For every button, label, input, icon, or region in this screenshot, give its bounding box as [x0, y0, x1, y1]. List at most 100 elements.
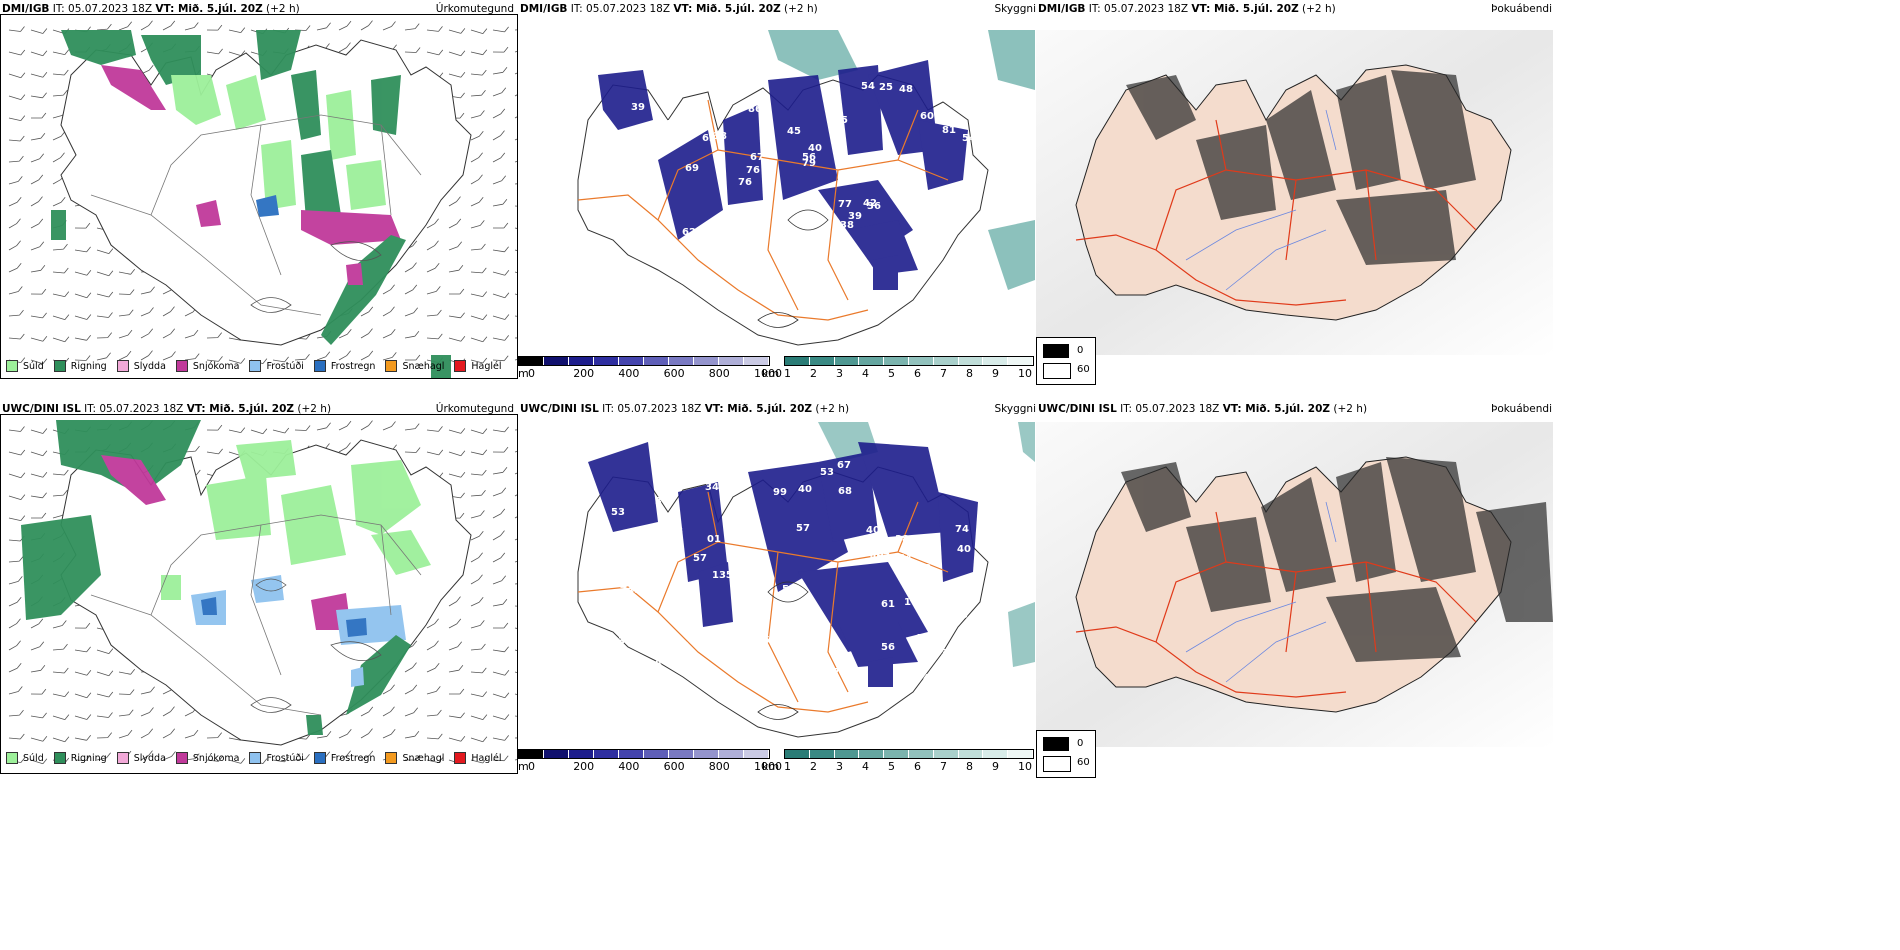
colorbar-step — [544, 357, 569, 365]
wind-barb — [30, 218, 44, 229]
wind-barb — [492, 26, 509, 33]
cloud-base-label: 67 — [837, 460, 851, 471]
precip-map — [0, 14, 518, 379]
fog-legend-value: 0 — [1077, 738, 1084, 749]
panel-type-label: Úrkomutegund — [435, 3, 514, 15]
wind-barb — [382, 352, 397, 361]
wind-barb — [404, 47, 421, 53]
cloud-base-label: 41 — [620, 581, 634, 592]
precip-map-svg — [8, 20, 517, 378]
cloud-base-label: 48 — [899, 84, 913, 95]
wind-barb — [30, 196, 43, 207]
colorbar-step — [669, 357, 694, 365]
cloud-base-label: 46 — [931, 248, 945, 259]
wind-barb — [52, 197, 66, 207]
wind-barb — [426, 286, 441, 295]
wind-barb — [228, 358, 246, 364]
wind-barb — [493, 622, 509, 629]
wind-barb — [118, 289, 135, 295]
panel-title: UWC/DINI ISL IT: 05.07.2023 18Z VT: Mið.… — [520, 403, 850, 415]
wind-barb — [360, 20, 373, 31]
precip-map-svg — [8, 420, 517, 765]
wind-barb — [31, 112, 47, 119]
cloud-base-label: 69 — [685, 163, 699, 174]
fog-legend-swatch-low — [1043, 756, 1071, 772]
wind-barb — [448, 428, 466, 434]
fog-panel-top: DMI/IGB IT: 05.07.2023 18Z VT: Mið. 5.jú… — [1036, 0, 1556, 392]
wind-barb — [449, 288, 465, 295]
wind-barb — [52, 291, 70, 297]
wind-barb — [96, 23, 112, 31]
wind-barb — [492, 508, 506, 519]
colorbar-tick-label: 3 — [836, 367, 843, 380]
colorbar-tick-label: 9 — [992, 760, 999, 773]
legend-item: Snjókoma — [175, 752, 239, 764]
cloud-base-label: 57 — [796, 523, 810, 534]
cloud-panel-bottom: UWC/DINI ISL IT: 05.07.2023 18Z VT: Mið.… — [518, 400, 1038, 785]
wind-barb — [492, 130, 505, 141]
cloud-base-label: 42 — [863, 198, 877, 209]
legend-item: Rigning — [53, 752, 107, 764]
wind-barb — [448, 264, 464, 273]
cloud-base-label: 39 — [661, 141, 675, 152]
colorbar-step — [519, 357, 544, 365]
cloud-base-label: 60 — [627, 233, 641, 244]
colorbar-step — [544, 750, 569, 758]
cloud-base-label: 169 — [904, 597, 925, 608]
low-cloud-fill — [588, 442, 978, 687]
cloud-base-label: 37 — [941, 648, 955, 659]
cloud-base-label: 64 — [790, 286, 804, 297]
legend-swatch — [175, 360, 188, 372]
colorbar-unit: m — [518, 367, 529, 380]
cloud-base-label: 38 — [917, 563, 931, 574]
wind-barb — [404, 662, 417, 673]
colorbar-tick-label: 7 — [940, 760, 947, 773]
wind-barb — [426, 733, 443, 740]
wind-barb — [426, 262, 440, 273]
wind-barb — [250, 428, 268, 435]
fog-map — [1036, 422, 1553, 747]
wind-barb — [338, 729, 352, 739]
cloud-base-label: 39 — [848, 211, 862, 222]
wind-barb — [30, 335, 48, 342]
wind-barb — [492, 292, 510, 299]
cloud-base-label: 40 — [798, 484, 812, 495]
wind-barb — [448, 472, 466, 478]
cloud-base-label: 43 — [680, 270, 694, 281]
cloud-base-label: 45 — [627, 585, 641, 596]
wind-barb — [492, 198, 508, 207]
wind-barb — [360, 328, 373, 339]
colorbar-step — [594, 357, 619, 365]
wind-barb — [228, 758, 246, 764]
colorbar-unit: km — [762, 760, 780, 773]
wind-barb — [470, 69, 487, 76]
glacier-outline — [757, 581, 809, 720]
wind-barb — [140, 350, 153, 361]
cloud-base-label: 57 — [876, 552, 890, 563]
wind-barb — [206, 356, 223, 362]
wind-barb — [470, 510, 485, 519]
wind-barb — [492, 669, 510, 676]
wind-barb — [404, 707, 419, 717]
wind-barb — [426, 26, 443, 32]
legend-swatch — [116, 752, 129, 764]
wind-barb — [514, 315, 517, 317]
cloud-base-label: 81 — [942, 125, 956, 136]
wind-barb — [514, 227, 517, 229]
cloud-base-label: 41 — [707, 642, 721, 653]
colorbar-step — [744, 357, 769, 365]
cloud-base-label: 723 — [667, 119, 688, 130]
wind-barb — [426, 240, 439, 251]
wind-barb — [514, 94, 517, 97]
wind-barb — [96, 732, 113, 739]
legend-item: Slydda — [116, 752, 166, 764]
wind-barb — [514, 271, 517, 274]
panel-type-label: Þokuábendi — [1491, 403, 1552, 415]
cloud-base-label: 38 — [927, 544, 941, 555]
colorbar-step — [884, 357, 909, 365]
wind-barb — [470, 489, 486, 497]
wind-barb — [448, 28, 466, 34]
wind-barb — [470, 131, 484, 141]
wind-barb — [30, 71, 48, 78]
colorbar-tick-label: 800 — [708, 367, 730, 380]
